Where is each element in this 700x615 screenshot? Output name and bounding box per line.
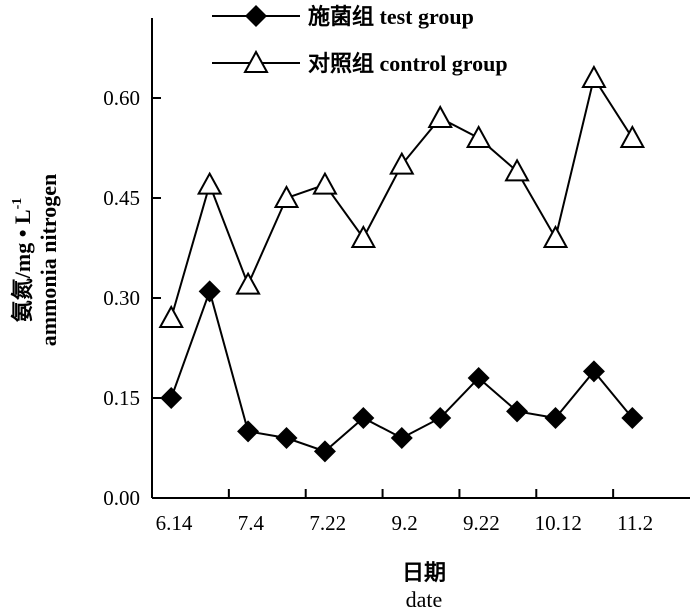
legend-diamond-marker bbox=[245, 5, 267, 27]
data-point-diamond bbox=[352, 407, 375, 429]
legend: 施菌组 test group 对照组 control group bbox=[212, 4, 508, 76]
data-point-diamond bbox=[160, 387, 183, 409]
data-point-diamond bbox=[237, 420, 260, 443]
data-point-triangle bbox=[619, 124, 646, 148]
data-point-diamond bbox=[198, 280, 221, 303]
x-tick-label: 9.22 bbox=[463, 511, 500, 535]
y-tick-label: 0.00 bbox=[103, 486, 140, 510]
x-tick-label: 10.12 bbox=[535, 511, 582, 535]
series-layer bbox=[158, 64, 646, 463]
data-point-diamond bbox=[582, 360, 605, 383]
data-point-triangle bbox=[235, 271, 261, 295]
data-point-diamond bbox=[429, 407, 452, 429]
x-axis-title-en: date bbox=[406, 587, 443, 612]
data-point-diamond bbox=[275, 427, 298, 449]
x-axis-title-cn: 日期 bbox=[402, 560, 446, 585]
data-point-triangle bbox=[312, 171, 338, 195]
x-tick-label: 6.14 bbox=[156, 511, 193, 535]
y-ticks: 0.00 0.15 0.30 0.45 0.60 bbox=[103, 86, 161, 510]
y-axis-title-cn-text: 氨氮/mg • L bbox=[10, 209, 35, 322]
legend-label-control-group: 对照组 control group bbox=[308, 51, 508, 76]
x-ticks: 6.14 7.4 7.22 9.2 9.22 10.12 11.2 bbox=[151, 489, 653, 535]
x-tick-label: 9.2 bbox=[391, 511, 417, 535]
data-point-triangle bbox=[465, 124, 492, 148]
data-point-triangle bbox=[196, 171, 223, 195]
x-tick-label: 7.4 bbox=[238, 511, 265, 535]
x-tick-label: 11.2 bbox=[617, 511, 653, 535]
legend-item-test-group: 施菌组 test group bbox=[212, 4, 474, 29]
y-axis-title: 氨氮/mg • L-1 ammonia nitrogen bbox=[10, 174, 61, 347]
data-point-diamond bbox=[467, 367, 490, 389]
legend-triangle-marker bbox=[243, 49, 269, 73]
x-tick-label: 7.22 bbox=[309, 511, 346, 535]
data-point-diamond bbox=[313, 440, 336, 463]
legend-item-control-group: 对照组 control group bbox=[212, 49, 508, 76]
data-point-triangle bbox=[158, 304, 184, 328]
y-axis-title-superscript: -1 bbox=[10, 198, 25, 210]
data-point-triangle bbox=[504, 158, 530, 182]
data-point-diamond bbox=[390, 427, 413, 449]
data-point-diamond bbox=[506, 400, 529, 423]
y-tick-label: 0.30 bbox=[103, 286, 140, 310]
data-point-diamond bbox=[621, 407, 644, 429]
data-point-triangle bbox=[389, 151, 415, 175]
y-axis-title-cn: 氨氮/mg • L-1 bbox=[10, 198, 35, 323]
data-point-triangle bbox=[542, 224, 569, 248]
series-line-control-group bbox=[170, 75, 634, 319]
data-point-triangle bbox=[273, 184, 300, 208]
y-tick-label: 0.45 bbox=[103, 186, 140, 210]
y-tick-label: 0.60 bbox=[103, 86, 140, 110]
legend-label-test-group: 施菌组 test group bbox=[308, 4, 474, 29]
data-point-triangle bbox=[581, 64, 607, 88]
y-tick-label: 0.15 bbox=[103, 386, 140, 410]
data-point-triangle bbox=[350, 224, 377, 248]
data-point-diamond bbox=[544, 407, 567, 429]
y-axis-title-en: ammonia nitrogen bbox=[36, 174, 61, 347]
data-point-triangle bbox=[427, 104, 453, 128]
